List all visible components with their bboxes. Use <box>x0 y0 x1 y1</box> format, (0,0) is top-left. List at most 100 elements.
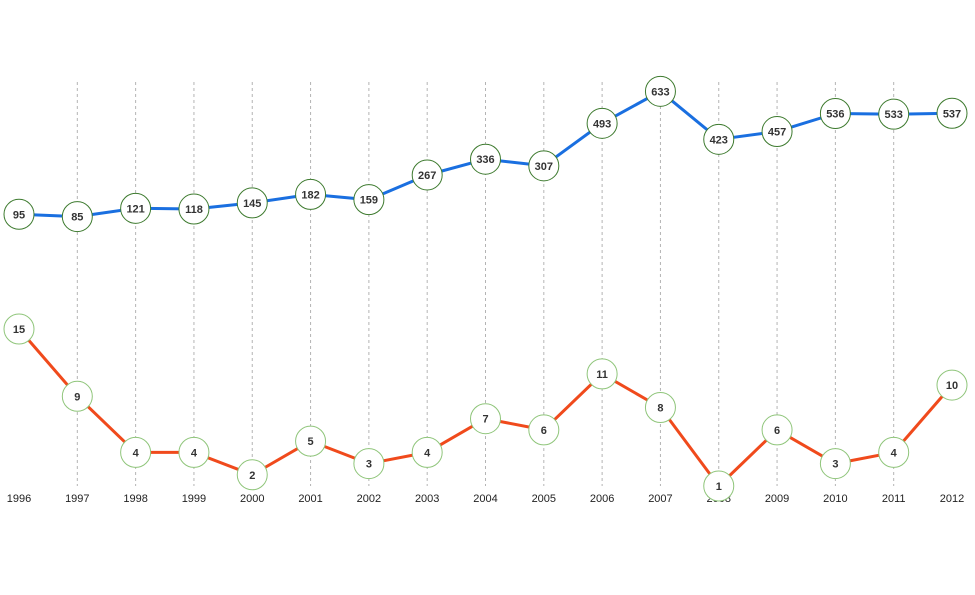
point-marker <box>353 184 385 216</box>
data-label: 1 <box>716 481 722 493</box>
point-marker <box>178 193 210 225</box>
data-point-upper[interactable]: 423 <box>703 123 735 155</box>
data-point-lower[interactable]: 3 <box>819 448 851 480</box>
point-marker <box>470 403 501 435</box>
data-label: 4 <box>891 447 898 459</box>
data-label: 536 <box>826 108 844 120</box>
data-point-lower[interactable]: 4 <box>411 436 443 468</box>
point-marker <box>878 98 910 130</box>
point-marker <box>236 187 268 219</box>
point-marker <box>936 97 968 129</box>
point-marker <box>878 436 910 468</box>
data-point-lower[interactable]: 11 <box>586 358 618 390</box>
data-point-lower[interactable]: 6 <box>761 414 793 446</box>
data-point-upper[interactable]: 118 <box>178 193 210 225</box>
data-point-upper[interactable]: 457 <box>761 116 793 148</box>
data-label: 423 <box>710 134 728 146</box>
data-point-upper[interactable]: 145 <box>236 187 268 219</box>
x-tick-label: 1999 <box>182 493 206 505</box>
data-label: 10 <box>946 380 958 392</box>
point-marker <box>3 313 35 345</box>
data-point-lower[interactable]: 15 <box>3 313 35 345</box>
point-marker <box>819 448 851 480</box>
data-point-lower[interactable]: 4 <box>878 436 910 468</box>
data-label: 267 <box>418 170 436 182</box>
data-point-lower[interactable]: 9 <box>61 380 93 412</box>
point-marker <box>528 414 560 446</box>
x-tick-label: 2004 <box>473 493 497 505</box>
point-marker <box>528 150 560 182</box>
point-marker <box>644 392 676 423</box>
x-tick-label: 2011 <box>882 493 906 505</box>
data-label: 493 <box>593 118 611 130</box>
data-point-upper[interactable]: 121 <box>120 192 152 224</box>
data-point-upper[interactable]: 537 <box>936 97 968 129</box>
data-label: 307 <box>535 161 553 173</box>
data-label: 3 <box>832 459 838 471</box>
data-label: 145 <box>243 198 261 210</box>
point-marker <box>295 178 327 210</box>
x-tick-label: 2005 <box>532 493 556 505</box>
data-label: 2 <box>249 470 255 482</box>
point-marker <box>644 75 676 107</box>
data-point-lower[interactable]: 5 <box>295 425 327 457</box>
data-label: 159 <box>360 195 378 207</box>
data-label: 537 <box>943 108 961 120</box>
point-marker <box>586 358 618 390</box>
data-point-upper[interactable]: 633 <box>644 75 676 107</box>
x-tick-label: 2006 <box>590 493 614 505</box>
point-marker <box>761 414 793 446</box>
data-point-upper[interactable]: 182 <box>295 178 327 210</box>
data-point-upper[interactable]: 336 <box>470 143 501 175</box>
point-marker <box>61 380 93 412</box>
data-point-lower[interactable]: 7 <box>470 403 501 435</box>
point-marker <box>761 116 793 148</box>
data-point-lower[interactable]: 3 <box>353 448 385 480</box>
data-label: 457 <box>768 127 786 139</box>
data-label: 8 <box>657 403 663 415</box>
point-marker <box>295 425 327 457</box>
point-marker <box>936 369 968 401</box>
data-label: 182 <box>301 189 319 201</box>
data-label: 3 <box>366 459 372 471</box>
data-point-lower[interactable]: 1 <box>703 470 735 502</box>
point-marker <box>178 436 210 468</box>
point-marker <box>236 459 268 491</box>
data-label: 95 <box>13 209 25 221</box>
data-point-lower[interactable]: 4 <box>120 436 152 468</box>
data-label: 85 <box>71 212 83 224</box>
data-point-upper[interactable]: 267 <box>411 159 443 191</box>
x-tick-label: 2007 <box>648 493 672 505</box>
data-point-upper[interactable]: 85 <box>61 201 93 233</box>
data-label: 5 <box>308 436 314 448</box>
x-axis: 1996 1997 1998 1999 2000 2001 2002 2003 2004 2005… <box>7 493 964 505</box>
data-point-lower[interactable]: 10 <box>936 369 968 401</box>
x-tick-label: 2001 <box>298 493 322 505</box>
data-point-upper[interactable]: 159 <box>353 184 385 216</box>
data-point-upper[interactable]: 533 <box>878 98 910 130</box>
data-point-upper[interactable]: 536 <box>819 97 851 129</box>
data-point-upper[interactable]: 307 <box>528 150 560 182</box>
x-tick-label: 1997 <box>65 493 89 505</box>
data-label: 15 <box>13 324 25 336</box>
data-point-lower[interactable]: 6 <box>528 414 560 446</box>
point-marker <box>819 97 851 129</box>
x-tick-label: 1998 <box>123 493 147 505</box>
data-point-upper[interactable]: 95 <box>3 198 35 230</box>
point-marker <box>411 436 443 468</box>
data-point-lower[interactable]: 4 <box>178 436 210 468</box>
point-marker <box>703 470 735 502</box>
data-point-lower[interactable]: 2 <box>236 459 268 491</box>
data-label: 9 <box>74 391 80 403</box>
data-label: 118 <box>185 204 203 216</box>
point-marker <box>61 201 93 233</box>
data-point-lower[interactable]: 8 <box>644 392 676 423</box>
x-tick-label: 2003 <box>415 493 439 505</box>
data-label: 6 <box>541 425 547 437</box>
data-point-upper[interactable]: 493 <box>586 107 618 139</box>
point-marker <box>703 123 735 155</box>
data-label: 4 <box>133 447 140 459</box>
